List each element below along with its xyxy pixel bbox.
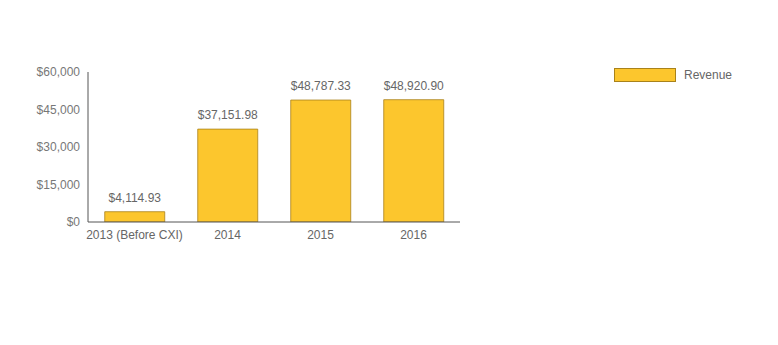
svg-text:2014: 2014 [214, 228, 241, 242]
svg-text:$60,000: $60,000 [37, 65, 81, 79]
svg-text:$0: $0 [67, 215, 81, 229]
svg-text:$37,151.98: $37,151.98 [198, 108, 258, 122]
svg-text:$30,000: $30,000 [37, 140, 81, 154]
svg-text:2013 (Before CXI): 2013 (Before CXI) [86, 228, 183, 242]
svg-text:$4,114.93: $4,114.93 [108, 191, 161, 205]
svg-text:$15,000: $15,000 [37, 178, 81, 192]
svg-text:2016: 2016 [400, 228, 427, 242]
html-text:Revenue: Revenue [684, 68, 732, 82]
svg-text:$48,920.90: $48,920.90 [384, 79, 444, 93]
svg-text:2015: 2015 [307, 228, 334, 242]
svg-text:$48,787.33: $48,787.33 [291, 79, 351, 93]
svg-text:$45,000: $45,000 [37, 103, 81, 117]
